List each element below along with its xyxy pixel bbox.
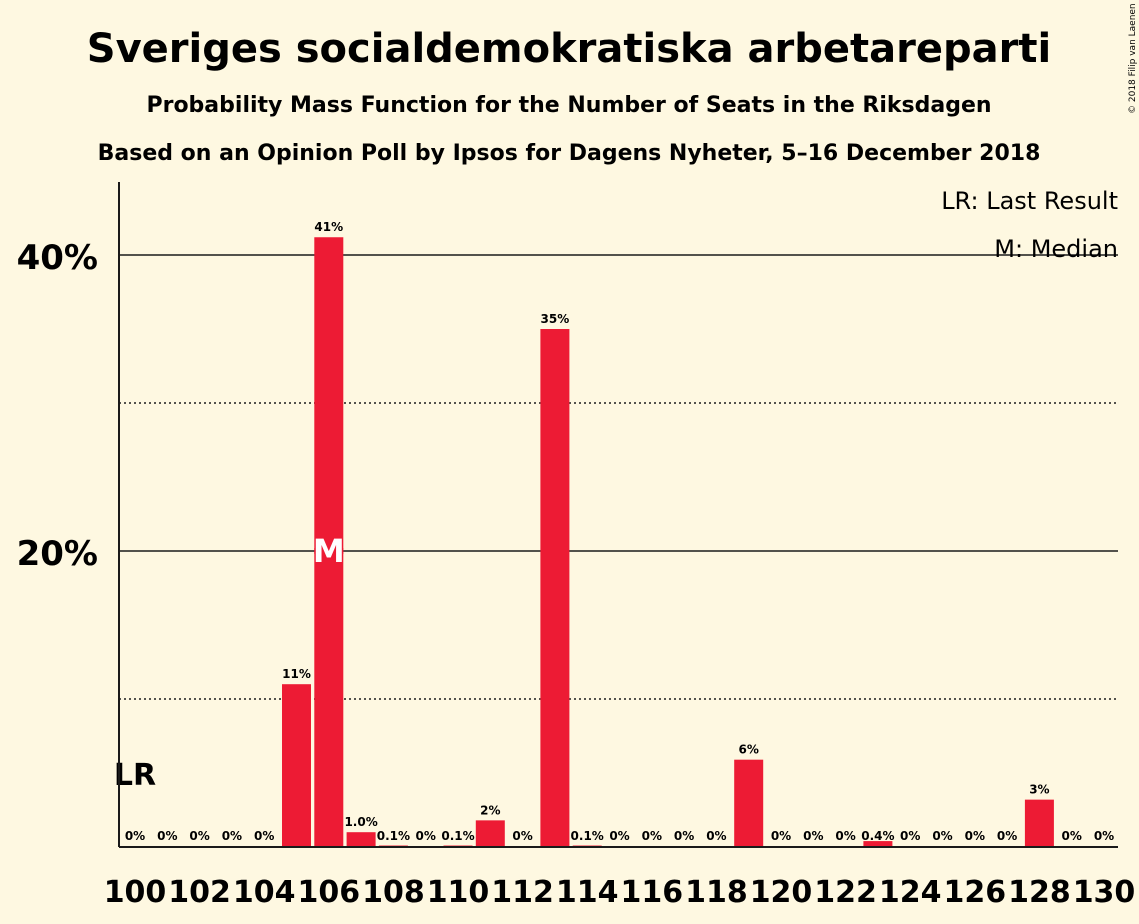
x-tick-label: 116: [620, 875, 683, 910]
data-label-seat-120: 0%: [771, 829, 791, 843]
median-gridline-gap: [314, 548, 344, 554]
data-labels-group: 0% 0% 0% 0% 0%11%41%1.0%0.1% 0% 0.1%2%0%35%0.1…: [114, 220, 1114, 843]
median-marker: M: [313, 532, 345, 570]
bar-seat-106: [314, 237, 344, 848]
data-label-seat-119: 6%: [739, 743, 759, 757]
data-label-seat-127: 0%: [997, 829, 1017, 843]
bars-group: [282, 237, 1054, 848]
data-label-seat-102: 0%: [189, 829, 209, 843]
data-label-seat-104: 0%: [254, 829, 274, 843]
data-label-seat-112: 0%: [512, 829, 532, 843]
data-label-seat-124: 0%: [900, 829, 920, 843]
x-tick-label: 120: [750, 875, 813, 910]
x-axis: 100 102 104 106 108 110 112 114 116 118 120 122 124 1…: [104, 846, 1136, 910]
x-tick-label: 110: [427, 875, 490, 910]
chart-source-line: Based on an Opinion Poll by Ipsos for Da…: [98, 141, 1041, 166]
data-label-seat-105: 11%: [282, 667, 311, 681]
x-tick-label: 126: [943, 875, 1006, 910]
legend-last-result: LR: Last Result: [941, 187, 1118, 215]
y-tick-label: 20%: [17, 534, 98, 574]
data-label-seat-121: 0%: [803, 829, 823, 843]
gridlines: [119, 254, 1118, 700]
data-label-seat-116: 0%: [642, 829, 662, 843]
x-tick-label: 124: [879, 875, 942, 910]
data-label-seat-129: 0%: [1062, 829, 1082, 843]
bar-seat-107: [346, 832, 376, 847]
data-label-seat-118: 0%: [706, 829, 726, 843]
bar-seat-111: [475, 820, 505, 847]
y-tick-label: 40%: [17, 238, 98, 278]
bar-seat-123: [863, 841, 893, 847]
data-label-seat-125: 0%: [932, 829, 952, 843]
data-label-seat-122: 0%: [835, 829, 855, 843]
data-label-seat-128: 3%: [1029, 783, 1049, 797]
data-label-seat-100: 0%: [125, 829, 145, 843]
x-tick-label: 108: [362, 875, 425, 910]
data-label-seat-123: 0.4%: [861, 829, 894, 843]
bar-seat-113: [540, 329, 570, 847]
data-label-seat-110: 0.1%: [441, 829, 474, 843]
data-label-seat-108: 0.1%: [377, 829, 410, 843]
data-label-seat-106: 41%: [314, 220, 343, 234]
x-tick-label: 122: [814, 875, 877, 910]
x-tick-label: 104: [233, 875, 296, 910]
data-label-seat-113: 35%: [541, 312, 570, 326]
x-tick-label: 100: [104, 875, 167, 910]
x-tick-label: 112: [491, 875, 554, 910]
data-label-seat-103: 0%: [222, 829, 242, 843]
data-label-seat-130: 0%: [1094, 829, 1114, 843]
x-tick-label: 114: [556, 875, 619, 910]
chart-subtitle: Probability Mass Function for the Number…: [146, 93, 991, 118]
data-label-seat-126: 0%: [965, 829, 985, 843]
legend-median: M: Median: [994, 235, 1118, 263]
x-tick-label: 130: [1073, 875, 1136, 910]
data-label-seat-117: 0%: [674, 829, 694, 843]
data-label-seat-109: 0%: [416, 829, 436, 843]
x-tick-label: 102: [168, 875, 231, 910]
x-tick-label: 106: [297, 875, 360, 910]
x-tick-label: 128: [1008, 875, 1071, 910]
copyright-text: © 2018 Filip van Laenen: [1128, 3, 1138, 114]
last-result-marker: LR: [114, 758, 156, 793]
data-label-seat-111: 2%: [480, 803, 500, 817]
bar-seat-128: [1024, 799, 1054, 847]
y-axis: 20% 40%: [17, 182, 120, 847]
chart-title: Sveriges socialdemokratiska arbetarepart…: [87, 26, 1051, 72]
data-label-seat-101: 0%: [157, 829, 177, 843]
x-tick-label: 118: [685, 875, 748, 910]
data-label-seat-115: 0%: [609, 829, 629, 843]
data-label-seat-114: 0.1%: [571, 829, 604, 843]
data-label-seat-107: 1.0%: [344, 815, 377, 829]
bar-seat-105: [282, 684, 311, 847]
bar-seat-119: [734, 759, 764, 847]
